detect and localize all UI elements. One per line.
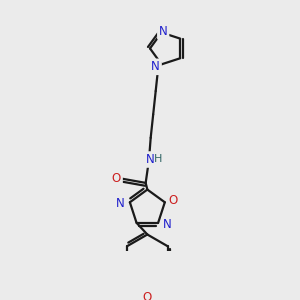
Text: N: N <box>146 153 155 166</box>
Text: N: N <box>163 218 172 231</box>
Text: O: O <box>169 194 178 207</box>
Text: N: N <box>151 60 160 73</box>
Text: N: N <box>159 25 168 38</box>
Text: O: O <box>143 291 152 300</box>
Text: O: O <box>112 172 121 185</box>
Text: N: N <box>116 197 125 210</box>
Text: H: H <box>154 154 162 164</box>
